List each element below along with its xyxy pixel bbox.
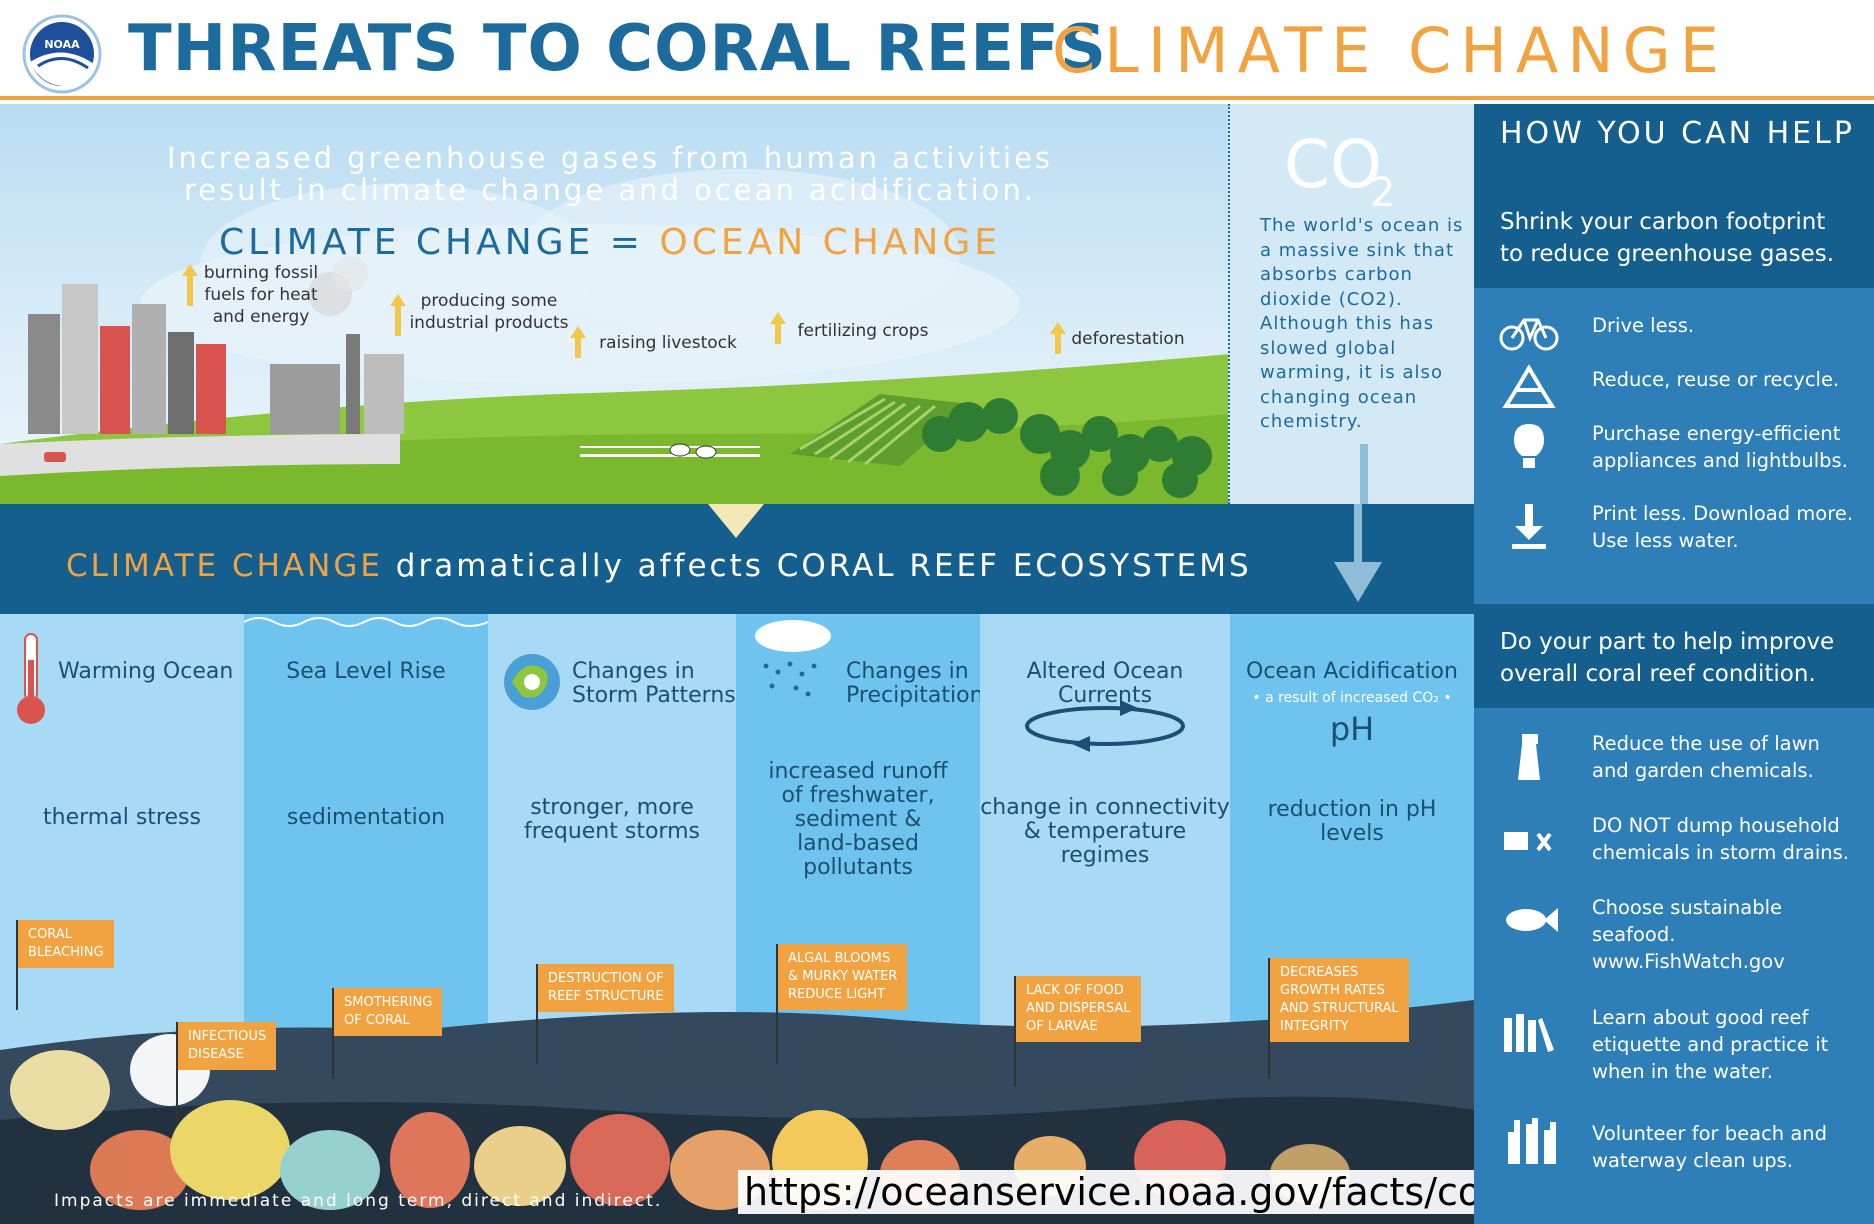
flag-pole bbox=[536, 964, 538, 1064]
band-headline: CLIMATE CHANGE dramatically affects CORA… bbox=[66, 548, 1252, 584]
flag-pole bbox=[16, 920, 18, 1010]
down-arrow-icon bbox=[1360, 444, 1368, 504]
help-item-label: Print less. Download more. Use less wate… bbox=[1592, 502, 1854, 552]
thermometer-icon bbox=[17, 633, 45, 724]
raised-hands-icon bbox=[1508, 1118, 1556, 1164]
intro-line-1: Increased greenhouse gases from human ac… bbox=[166, 141, 1054, 175]
equation: CLIMATE CHANGE = OCEAN CHANGE bbox=[120, 222, 1100, 263]
flag-algal-blooms: ALGAL BLOOMS & MURKY WATER REDUCE LIGHT bbox=[778, 944, 908, 1010]
column-impact: change in connectivity & temperature reg… bbox=[980, 795, 1230, 868]
column-subtitle: • a result of increased CO₂ • bbox=[1252, 690, 1452, 706]
download-icon bbox=[1512, 504, 1546, 549]
storm-icon bbox=[504, 654, 560, 710]
flag-pole bbox=[176, 1022, 178, 1122]
source-label-fossil-fuels: burning fossil fuels for heat and energy bbox=[203, 263, 319, 327]
source-label-deforestation: deforestation bbox=[1071, 329, 1185, 349]
bicycle-icon bbox=[1499, 318, 1559, 351]
spray-bottle-icon bbox=[1518, 734, 1540, 780]
flag-infectious-disease: INFECTIOUS DISEASE bbox=[178, 1022, 277, 1070]
ph-icon: pH bbox=[1329, 710, 1375, 748]
source-label-crops: fertilizing crops bbox=[797, 321, 929, 341]
flag-pole bbox=[332, 988, 334, 1078]
rain-cloud-icon bbox=[755, 620, 831, 697]
help-section-2-heading: Do your part to help improve overall cor… bbox=[1474, 604, 1874, 708]
recycle-icon bbox=[1502, 364, 1556, 408]
noaa-logo-text: NOAA bbox=[44, 38, 80, 51]
intro-text: Increased greenhouse gases from human ac… bbox=[120, 142, 1100, 206]
sky-section: Increased greenhouse gases from human ac… bbox=[0, 104, 1474, 504]
landscape-graphic bbox=[0, 256, 1230, 504]
column-title: Sea Level Rise bbox=[286, 659, 446, 684]
help-header: HOW YOU CAN HELP bbox=[1474, 104, 1874, 184]
waves-icon bbox=[244, 617, 488, 627]
equation-right: OCEAN CHANGE bbox=[659, 222, 1001, 263]
flag-pole bbox=[776, 944, 778, 1064]
help-item-label: Reduce the use of lawn and garden chemic… bbox=[1592, 732, 1820, 782]
help-title: HOW YOU CAN HELP bbox=[1500, 116, 1855, 151]
column-title: Changes in Storm Patterns bbox=[572, 659, 736, 708]
co2-subscript: 2 bbox=[1370, 170, 1396, 216]
help-item-label: Volunteer for beach and waterway clean u… bbox=[1592, 1122, 1828, 1172]
source-label-livestock: raising livestock bbox=[599, 333, 737, 353]
equation-left: CLIMATE CHANGE bbox=[219, 222, 595, 263]
flag-pole bbox=[1014, 976, 1016, 1086]
intro-line-2: result in climate change and ocean acidi… bbox=[183, 173, 1037, 207]
column-title: Altered Ocean Currents bbox=[1026, 659, 1184, 708]
source-label-industrial: producing some industrial products bbox=[409, 291, 569, 333]
help-section-1-heading: Shrink your carbon footprint to reduce g… bbox=[1474, 184, 1874, 288]
flag-lack-of-food: LACK OF FOOD AND DISPERSAL OF LARVAE bbox=[1016, 976, 1141, 1042]
no-dumping-icon bbox=[1504, 832, 1552, 852]
band-end: CORAL REEF ECOSYSTEMS bbox=[776, 548, 1252, 584]
column-impact: stronger, more frequent storms bbox=[524, 795, 700, 844]
flag-reef-destruction: DESTRUCTION OF REEF STRUCTURE bbox=[538, 964, 674, 1012]
column-impact: sedimentation bbox=[286, 805, 446, 830]
current-arrows-icon bbox=[1025, 700, 1185, 752]
column-impact: increased runoff of freshwater, sediment… bbox=[768, 759, 948, 880]
help-panel: HOW YOU CAN HELP Shrink your carbon foot… bbox=[1474, 104, 1874, 1224]
absorption-arrow-icon bbox=[1334, 504, 1382, 602]
co2-description: The world's ocean is a massive sink that… bbox=[1260, 215, 1464, 432]
equation-equals: = bbox=[609, 222, 644, 263]
column-title: Changes in Precipitation bbox=[846, 659, 984, 708]
books-icon bbox=[1504, 1014, 1554, 1052]
flag-pole bbox=[1268, 958, 1270, 1078]
flag-smothering: SMOTHERING OF CORAL bbox=[334, 988, 443, 1036]
footer-note: Impacts are immediate and long term, dir… bbox=[54, 1191, 663, 1211]
noaa-logo-icon: NOAA bbox=[22, 14, 102, 94]
co2-title: CO bbox=[1284, 126, 1383, 203]
lightbulb-icon bbox=[1514, 424, 1544, 468]
co2-panel: CO 2 The world's ocean is a massive sink… bbox=[1228, 104, 1474, 504]
band-notch bbox=[708, 504, 764, 538]
help-item-label: Drive less. bbox=[1592, 314, 1695, 337]
column-impact: reduction in pH levels bbox=[1267, 797, 1437, 846]
column-title: Warming Ocean bbox=[58, 659, 234, 684]
column-impact: thermal stress bbox=[43, 805, 201, 830]
column-title: Ocean Acidification bbox=[1246, 659, 1458, 684]
help-item-label: DO NOT dump household chemicals in storm… bbox=[1592, 814, 1849, 864]
help-item-label: Purchase energy-efficient appliances and… bbox=[1592, 422, 1848, 472]
page-title: THREATS TO CORAL REEFS bbox=[128, 12, 1107, 86]
help-item-label: Learn about good reef etiquette and prac… bbox=[1592, 1006, 1829, 1083]
flag-coral-bleaching: CORAL BLEACHING bbox=[18, 920, 114, 968]
band-highlight: CLIMATE CHANGE bbox=[66, 548, 383, 584]
header: NOAA THREATS TO CORAL REEFS CLIMATE CHAN… bbox=[0, 0, 1874, 100]
help-item-label: Choose sustainable seafood. www.FishWatc… bbox=[1592, 896, 1785, 973]
fish-icon bbox=[1506, 908, 1558, 932]
flag-growth-rates: DECREASES GROWTH RATES AND STRUCTURAL IN… bbox=[1270, 958, 1409, 1042]
page-title-accent: CLIMATE CHANGE bbox=[1052, 14, 1728, 87]
help-item-label: Reduce, reuse or recycle. bbox=[1592, 368, 1840, 391]
band-middle: dramatically affects bbox=[382, 548, 777, 584]
